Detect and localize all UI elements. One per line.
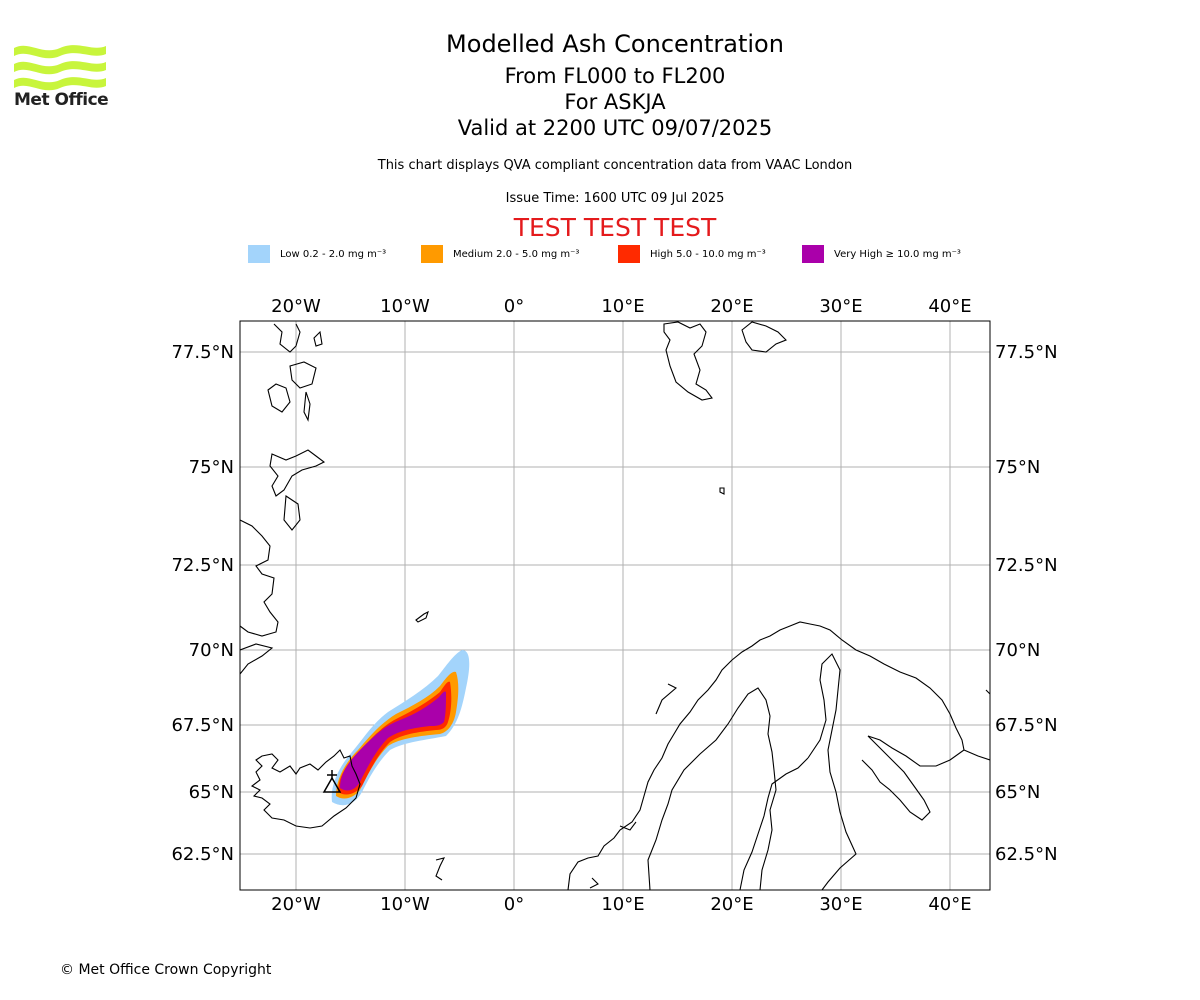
legend-swatch-very-high bbox=[802, 245, 824, 263]
lon-label: 30°E bbox=[819, 894, 862, 915]
lon-label: 40°E bbox=[928, 296, 971, 317]
valid-time: Valid at 2200 UTC 09/07/2025 bbox=[457, 116, 773, 140]
lon-label: 0° bbox=[504, 894, 524, 915]
lat-labels-right: 77.5°N 75°N 72.5°N 70°N 67.5°N 65°N 62.5… bbox=[995, 342, 1058, 865]
volcano-name: For ASKJA bbox=[564, 90, 666, 114]
lat-label: 77.5°N bbox=[171, 342, 234, 363]
border-finland-russia bbox=[807, 653, 857, 890]
lat-label: 70°N bbox=[995, 640, 1040, 661]
coast-iceland bbox=[250, 749, 361, 829]
lon-label: 10°W bbox=[380, 296, 430, 317]
lon-labels-bottom: 20°W 10°W 0° 10°E 20°E 30°E 40°E bbox=[271, 894, 971, 915]
lat-label: 67.5°N bbox=[995, 715, 1058, 736]
legend-label-medium: Medium 2.0 - 5.0 mg m⁻³ bbox=[453, 248, 580, 260]
chart-title: Modelled Ash Concentration bbox=[446, 30, 784, 58]
met-office-logo-text: Met Office bbox=[14, 90, 109, 110]
legend-swatch-high bbox=[618, 245, 640, 263]
map-frame bbox=[239, 320, 991, 891]
test-banner: TEST TEST TEST bbox=[513, 213, 717, 242]
legend-item-very-high: Very High ≥ 10.0 mg m⁻³ bbox=[802, 244, 961, 264]
coast-white-sea bbox=[861, 735, 931, 821]
coast-bear-island bbox=[719, 487, 725, 495]
coast-svalbard bbox=[663, 321, 713, 401]
border-norway-sweden bbox=[647, 687, 777, 890]
lat-label: 65°N bbox=[189, 782, 234, 803]
met-office-wave-logo-icon bbox=[14, 45, 106, 91]
border-sweden-finland bbox=[759, 789, 777, 890]
lat-label: 65°N bbox=[995, 782, 1040, 803]
lat-label: 72.5°N bbox=[171, 555, 234, 576]
map-gridlines bbox=[240, 321, 990, 890]
legend-label-low: Low 0.2 - 2.0 mg m⁻³ bbox=[280, 248, 387, 260]
legend-item-high: High 5.0 - 10.0 mg m⁻³ bbox=[618, 244, 766, 264]
lon-label: 20°W bbox=[271, 894, 321, 915]
coast-bothnia bbox=[739, 757, 809, 890]
lat-label: 67.5°N bbox=[171, 715, 234, 736]
coast-scandinavia bbox=[567, 621, 965, 890]
lon-label: 20°E bbox=[710, 296, 753, 317]
lat-label: 72.5°N bbox=[995, 555, 1058, 576]
coastlines bbox=[240, 321, 990, 890]
lon-label: 20°W bbox=[271, 296, 321, 317]
legend-swatch-medium bbox=[421, 245, 443, 263]
legend-swatch-low bbox=[248, 245, 270, 263]
coast-greenland bbox=[240, 519, 279, 637]
lon-labels-top: 20°W 10°W 0° 10°E 20°E 30°E 40°E bbox=[271, 296, 971, 317]
lat-labels-left: 77.5°N 75°N 72.5°N 70°N 67.5°N 65°N 62.5… bbox=[171, 342, 234, 865]
copyright-notice: © Met Office Crown Copyright bbox=[60, 962, 272, 978]
qva-note: This chart displays QVA compliant concen… bbox=[377, 158, 853, 173]
lon-label: 0° bbox=[504, 296, 524, 317]
lat-label: 70°N bbox=[189, 640, 234, 661]
lat-label: 77.5°N bbox=[995, 342, 1058, 363]
legend-label-high: High 5.0 - 10.0 mg m⁻³ bbox=[650, 248, 766, 260]
legend-label-very-high: Very High ≥ 10.0 mg m⁻³ bbox=[834, 248, 961, 260]
legend-item-low: Low 0.2 - 2.0 mg m⁻³ bbox=[248, 244, 386, 264]
lon-label: 10°E bbox=[601, 894, 644, 915]
lat-label: 75°N bbox=[189, 457, 234, 478]
lon-label: 30°E bbox=[819, 296, 862, 317]
lon-label: 40°E bbox=[928, 894, 971, 915]
lat-label: 62.5°N bbox=[171, 844, 234, 865]
lon-label: 20°E bbox=[710, 894, 753, 915]
flight-level-range: From FL000 to FL200 bbox=[504, 64, 726, 88]
lon-label: 10°W bbox=[380, 894, 430, 915]
lat-label: 75°N bbox=[995, 457, 1040, 478]
lon-label: 10°E bbox=[601, 296, 644, 317]
coast-jan-mayen bbox=[415, 610, 429, 623]
ash-plume bbox=[331, 650, 470, 806]
volcano-triangle-icon bbox=[322, 770, 342, 793]
issue-time: Issue Time: 1600 UTC 09 Jul 2025 bbox=[505, 191, 725, 206]
lat-label: 62.5°N bbox=[995, 844, 1058, 865]
legend-item-medium: Medium 2.0 - 5.0 mg m⁻³ bbox=[421, 244, 579, 264]
ash-very-high-layer bbox=[340, 691, 446, 791]
